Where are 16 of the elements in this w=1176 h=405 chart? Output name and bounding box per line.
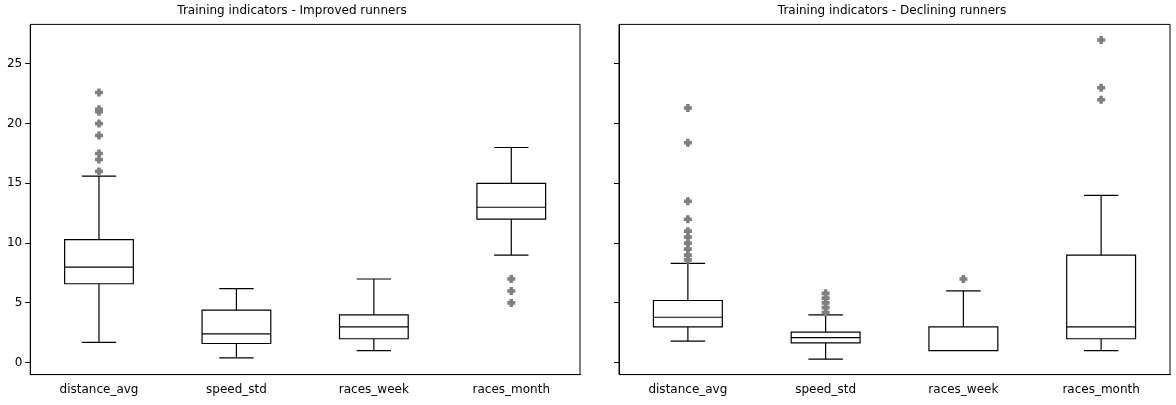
x-tick-label: races_month bbox=[472, 381, 551, 396]
x-tick-label: races_month bbox=[1062, 381, 1140, 396]
x-tick-label: speed_std bbox=[795, 381, 857, 396]
y-tick-label: 10 bbox=[6, 235, 23, 250]
x-tick-label: distance_avg bbox=[59, 381, 139, 396]
x-tick-label: races_week bbox=[928, 381, 999, 396]
chart-title: Training indicators - Improved runners bbox=[176, 3, 407, 18]
x-tick-label: speed_std bbox=[206, 381, 267, 396]
y-tick-label: 20 bbox=[6, 115, 23, 130]
y-tick-label: 15 bbox=[6, 175, 23, 190]
y-tick-label: 5 bbox=[14, 295, 23, 310]
chart-title: Training indicators - Declining runners bbox=[776, 3, 1007, 18]
x-tick-label: distance_avg bbox=[648, 381, 728, 396]
x-tick-label: races_week bbox=[338, 381, 409, 396]
y-tick-label: 25 bbox=[6, 55, 23, 70]
y-tick-label: 0 bbox=[14, 354, 23, 369]
